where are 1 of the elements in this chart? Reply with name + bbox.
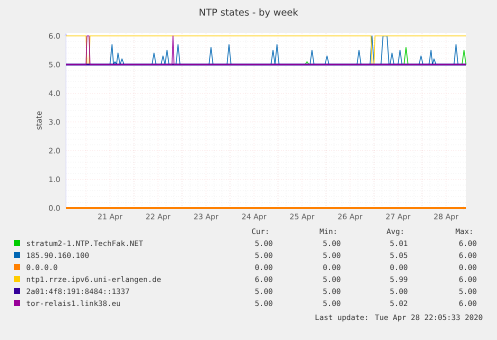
- chart-title: NTP states - by week: [200, 8, 298, 18]
